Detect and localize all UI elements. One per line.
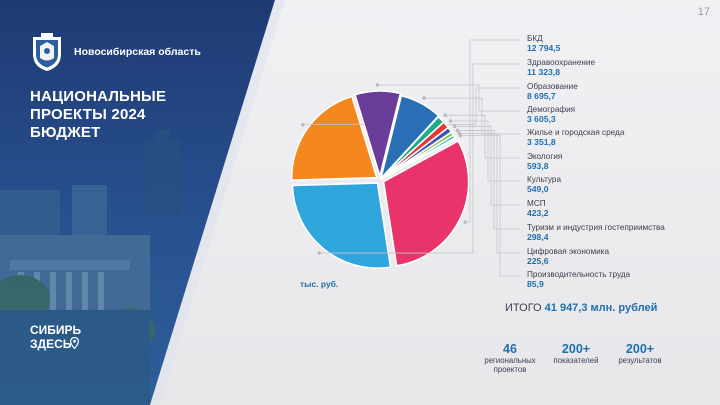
region-name: Новосибирская область xyxy=(74,46,201,58)
pie-slice xyxy=(380,94,440,179)
legend-value: 3 605,3 xyxy=(527,114,556,124)
leader-line xyxy=(457,130,520,230)
legend-item: МСП 423,2 xyxy=(527,199,549,218)
leader-line xyxy=(454,125,520,206)
legend-value: 8 695,7 xyxy=(527,91,556,101)
total-line: ИТОГО 41 947,3 млн. рублей xyxy=(505,302,657,314)
legend-value: 225,6 xyxy=(527,256,549,266)
legend-name: Демография xyxy=(527,105,576,114)
stat-label: региональных xyxy=(484,356,536,365)
unit-label: тыс. руб. xyxy=(300,279,339,289)
stat-number: 200+ xyxy=(561,342,591,356)
stat-results: 200+ результатов xyxy=(610,342,670,365)
legend-value: 85,9 xyxy=(527,279,544,289)
stat-label: результатов xyxy=(618,356,662,365)
legend-name: Туризм и индустрия гостеприимства xyxy=(527,223,665,232)
slogan-line: ЗДЕСЬ xyxy=(30,337,72,351)
legend-item: Производительность труда 85,9 xyxy=(527,270,630,289)
stat-label: проектов xyxy=(493,365,527,374)
legend-item: Образование 8 695,7 xyxy=(527,82,578,101)
legend-value: 298,4 xyxy=(527,232,549,242)
legend-name: Жилье и городская среда xyxy=(527,128,625,137)
legend-item: Здравоохранение 11 323,8 xyxy=(527,58,595,77)
legend-item: Цифровая экономика 225,6 xyxy=(527,247,609,266)
location-pin-icon xyxy=(70,337,79,349)
legend-value: 593,8 xyxy=(527,161,549,171)
coat-of-arms-icon xyxy=(33,33,61,71)
legend-name: Образование xyxy=(527,82,578,91)
legend-name: Производительность труда xyxy=(527,270,631,279)
title-line: НАЦИОНАЛЬНЫЕ xyxy=(30,88,167,105)
legend-item: Экология 593,8 xyxy=(527,152,562,171)
legend-item: Культура 549,0 xyxy=(527,175,561,194)
legend-value: 423,2 xyxy=(527,208,549,218)
stat-indicators: 200+ показателей xyxy=(546,342,606,365)
slogan: СИБИРЬ ЗДЕСЬ xyxy=(30,323,81,351)
leader-line xyxy=(445,114,520,159)
leader-line xyxy=(465,39,520,223)
legend-name: БКД xyxy=(527,34,543,43)
leader-line xyxy=(450,120,520,182)
slide-title: НАЦИОНАЛЬНЫЕ ПРОЕКТЫ 2024 БЮДЖЕТ xyxy=(30,88,210,142)
legend-name: МСП xyxy=(527,199,546,208)
slogan-line: СИБИРЬ xyxy=(30,323,82,337)
legend-item: БКД 12 794,5 xyxy=(527,34,560,53)
leader-line xyxy=(424,97,520,135)
legend-value: 11 323,8 xyxy=(527,67,560,77)
legend-name: Цифровая экономика xyxy=(527,247,609,256)
legend-value: 3 351,8 xyxy=(527,137,556,147)
legend-name: Здравоохранение xyxy=(527,58,596,67)
pie-slice xyxy=(380,136,457,181)
pie-slice xyxy=(291,95,378,181)
total-value: 41 947,3 млн. рублей xyxy=(544,302,658,314)
pie-slice xyxy=(382,139,470,267)
legend-item: Туризм и индустрия гостеприимства 298,4 xyxy=(527,223,665,242)
stat-number: 46 xyxy=(503,342,517,356)
legend-item: Демография 3 605,3 xyxy=(527,105,575,124)
pie-slice xyxy=(354,90,402,179)
legend-value: 549,0 xyxy=(527,184,549,194)
legend-name: Экология xyxy=(527,152,563,161)
leader-line xyxy=(460,134,520,277)
stat-number: 200+ xyxy=(625,342,655,356)
pie-slice xyxy=(291,182,392,269)
legend-value: 12 794,5 xyxy=(527,43,561,53)
page-number: 17 xyxy=(697,6,710,18)
brand: Новосибирская область xyxy=(30,32,201,72)
total-label: ИТОГО xyxy=(505,302,542,314)
legend-item: Жилье и городская среда 3 351,8 xyxy=(527,128,624,147)
stat-label: показателей xyxy=(553,356,599,365)
leader-line xyxy=(319,63,520,254)
stat-projects: 46 региональных проектов xyxy=(482,342,538,374)
leader-line xyxy=(459,133,520,254)
title-line: ПРОЕКТЫ 2024 xyxy=(30,106,146,123)
title-line: БЮДЖЕТ xyxy=(30,124,101,141)
legend-name: Культура xyxy=(527,175,562,184)
